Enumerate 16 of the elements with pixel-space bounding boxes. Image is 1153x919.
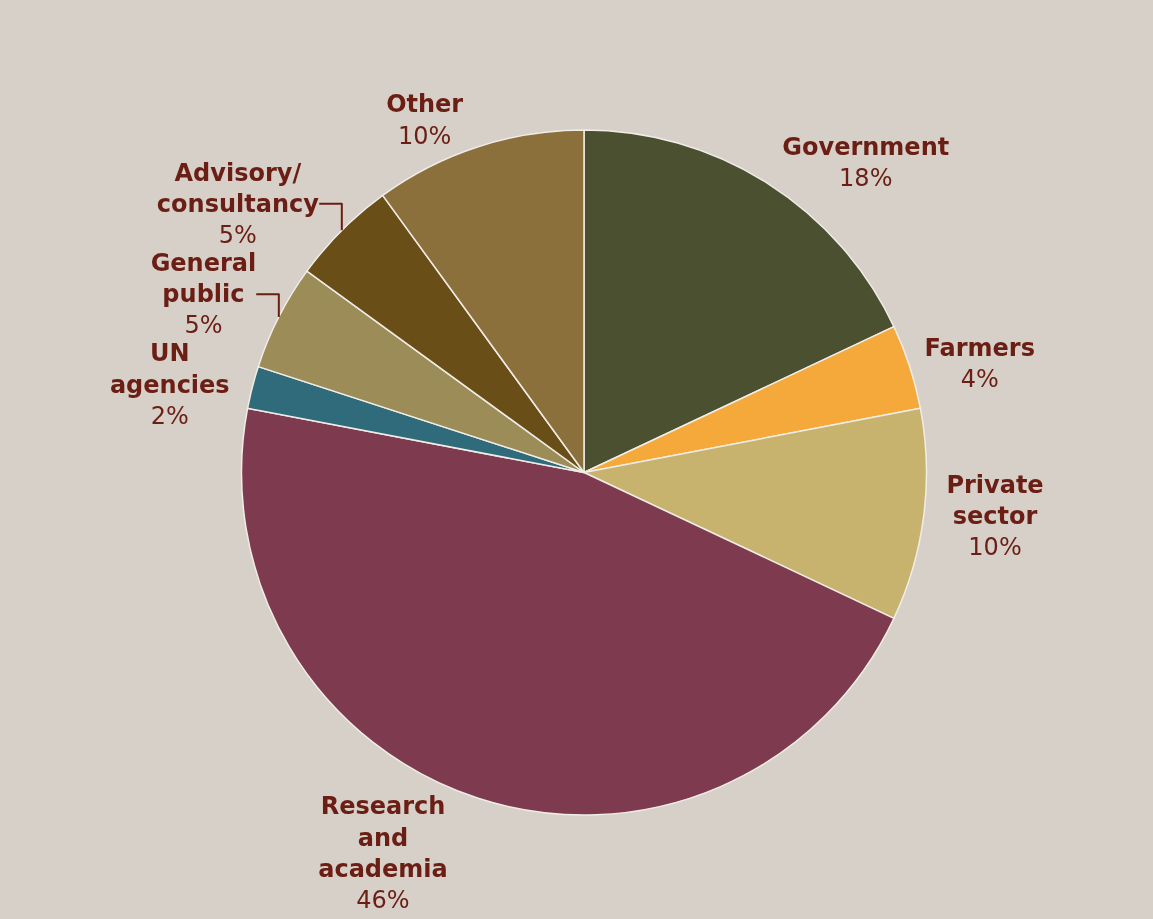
data-label: 2% (150, 401, 189, 430)
data-label: 46% (356, 886, 410, 915)
slice-label: Research and academia (318, 792, 448, 883)
slice-label: Private sector (946, 470, 1044, 531)
slice-label: Other (386, 90, 464, 119)
slice-label: Government (782, 132, 950, 161)
slice-label: Farmers (924, 334, 1035, 363)
data-label: 10% (968, 533, 1022, 562)
data-label: 18% (839, 163, 893, 192)
slice-label: UN agencies (109, 339, 230, 399)
slice-label: General public (150, 248, 257, 309)
data-label: 4% (960, 365, 999, 394)
data-label: 10% (397, 121, 452, 150)
slice-label: Advisory/ consultancy (156, 158, 320, 218)
data-label: 5% (184, 311, 223, 340)
data-label: 5% (218, 220, 257, 249)
